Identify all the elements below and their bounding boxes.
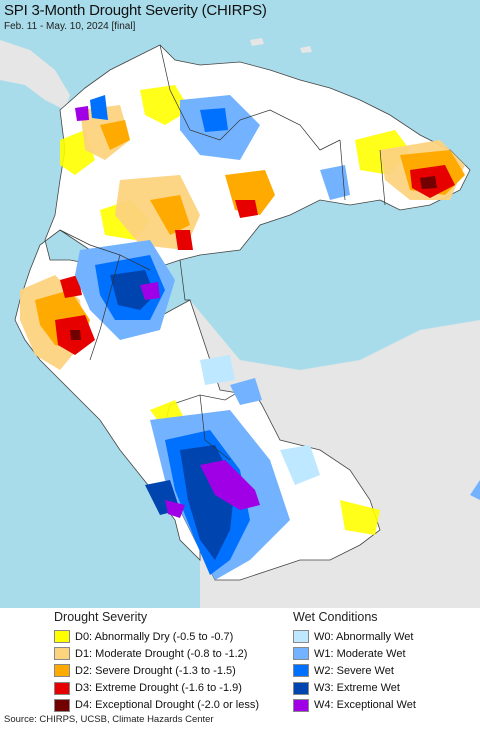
drought-legend-label: D0: Abnormally Dry (-0.5 to -0.7) xyxy=(75,630,234,643)
wet-legend-label: W1: Moderate Wet xyxy=(314,647,406,660)
drought-legend-label: D4: Exceptional Drought (-2.0 or less) xyxy=(75,699,260,712)
drought-legend-item: D0: Abnormally Dry (-0.5 to -0.7) xyxy=(54,628,259,645)
drought-swatch xyxy=(54,664,70,678)
drought-swatch xyxy=(54,630,70,644)
wet-legend-heading: Wet Conditions xyxy=(293,610,378,624)
map-subtitle: Feb. 11 - May. 10, 2024 [final] xyxy=(4,21,136,32)
wet-legend-item: W3: Extreme Wet xyxy=(293,680,416,697)
wet-legend-label: W2: Severe Wet xyxy=(314,664,394,677)
wet-swatch xyxy=(293,630,309,644)
wet-swatch xyxy=(293,647,309,661)
drought-legend-item: D3: Extreme Drought (-1.6 to -1.9) xyxy=(54,680,259,697)
central-america-land xyxy=(0,40,70,110)
caribbean-islands xyxy=(250,38,312,53)
wet-legend-label: W3: Extreme Wet xyxy=(314,682,400,695)
map-svg xyxy=(0,0,480,608)
wet-legend-item: W0: Abnormally Wet xyxy=(293,628,416,645)
map-title: SPI 3-Month Drought Severity (CHIRPS) xyxy=(4,2,267,19)
wet-legend-item: W2: Severe Wet xyxy=(293,662,416,679)
drought-legend-heading: Drought Severity xyxy=(54,610,148,624)
drought-legend: Drought Severity D0: Abnormally Dry (-0.… xyxy=(54,610,259,714)
drought-legend-label: D2: Severe Drought (-1.3 to -1.5) xyxy=(75,664,236,677)
wet-legend: Wet Conditions W0: Abnormally Wet W1: Mod… xyxy=(293,610,416,714)
w4-exceptional-wet-areas xyxy=(75,106,260,518)
wet-legend-item: W1: Moderate Wet xyxy=(293,645,416,662)
drought-legend-item: D4: Exceptional Drought (-2.0 or less) xyxy=(54,697,259,714)
w0-abnormally-wet-areas xyxy=(200,355,320,485)
drought-legend-item: D1: Moderate Drought (-0.8 to -1.2) xyxy=(54,645,259,662)
wet-legend-label: W4: Exceptional Wet xyxy=(314,699,416,712)
country-borders xyxy=(59,44,386,461)
drought-swatch xyxy=(54,698,70,712)
source-credit: Source: CHIRPS, UCSB, Climate Hazards Ce… xyxy=(4,714,214,725)
drought-legend-label: D3: Extreme Drought (-1.6 to -1.9) xyxy=(75,682,242,695)
wet-swatch xyxy=(293,698,309,712)
drought-legend-label: D1: Moderate Drought (-0.8 to -1.2) xyxy=(75,647,248,660)
drought-map: SPI 3-Month Drought Severity (CHIRPS) Fe… xyxy=(0,0,480,608)
drought-swatch xyxy=(54,681,70,695)
d4-exceptional-drought-areas xyxy=(70,176,437,340)
wet-legend-item: W4: Exceptional Wet xyxy=(293,697,416,714)
wet-legend-label: W0: Abnormally Wet xyxy=(314,630,414,643)
title-block: SPI 3-Month Drought Severity (CHIRPS) Fe… xyxy=(4,2,267,32)
legend: Drought Severity D0: Abnormally Dry (-0.… xyxy=(0,608,480,712)
drought-legend-item: D2: Severe Drought (-1.3 to -1.5) xyxy=(54,662,259,679)
wet-swatch xyxy=(293,681,309,695)
wet-swatch xyxy=(293,664,309,678)
drought-swatch xyxy=(54,647,70,661)
